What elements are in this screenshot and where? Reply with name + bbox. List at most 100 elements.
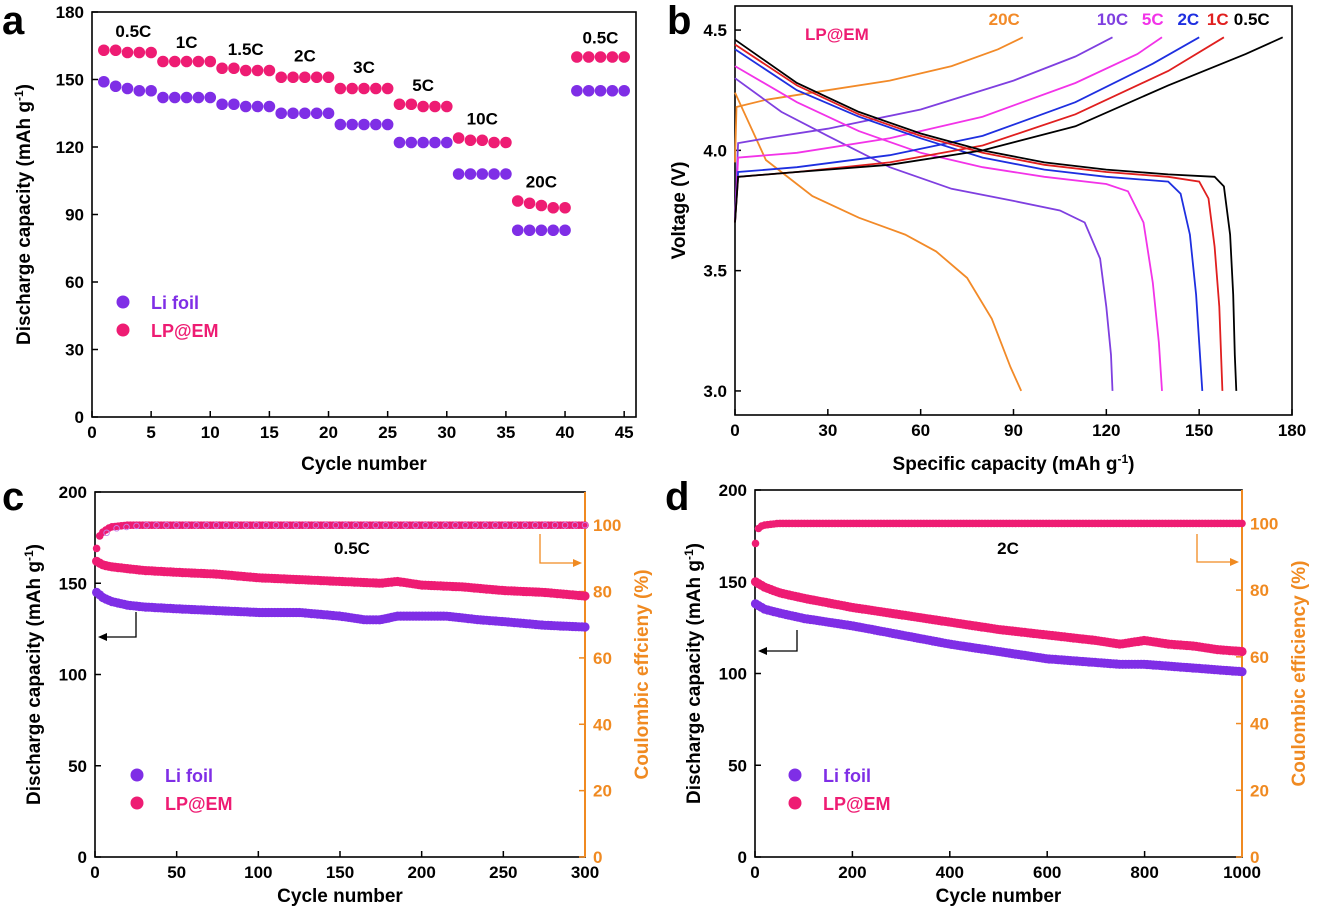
data-point-lp-em <box>523 197 536 210</box>
x-tick-label: 200 <box>407 863 435 882</box>
ce-point <box>392 521 399 529</box>
ce-point <box>432 521 439 529</box>
y-tick-label: 180 <box>56 3 84 22</box>
rate-label: 0.5C <box>334 539 370 558</box>
data-point-li-foil <box>405 136 418 149</box>
ce-point <box>342 521 350 529</box>
x-tick-label: 100 <box>244 863 272 882</box>
ce-point <box>352 521 360 529</box>
x-tick-label: 0 <box>90 863 99 882</box>
x-tick-label: 1000 <box>1223 863 1261 882</box>
y-tick-label: 100 <box>59 666 87 685</box>
data-point-li-foil <box>500 168 512 180</box>
legend-marker <box>788 768 802 782</box>
ce-point <box>372 521 379 529</box>
data-point-li-foil <box>180 91 193 104</box>
data-point-lp-em <box>98 44 110 57</box>
data-point-li-foil <box>322 107 335 120</box>
x-tick-label: 0 <box>730 421 739 440</box>
data-point-lp-em <box>180 55 193 68</box>
ce-point <box>242 521 250 529</box>
ce-point <box>173 521 180 529</box>
curve-label: 10C <box>1097 10 1128 29</box>
panel-letter-a: a <box>2 0 25 43</box>
x-axis-title: Cycle number <box>277 886 403 907</box>
x-tick-label: 400 <box>936 863 964 882</box>
ce-point <box>452 521 459 529</box>
y2-tick-label: 100 <box>593 516 621 535</box>
data-point-li-foil <box>216 98 228 111</box>
y-axis-title: Coulombic efficiency (%) <box>1289 561 1310 787</box>
data-point-lp-em <box>464 134 477 147</box>
x-tick-label: 40 <box>556 423 575 442</box>
capacity-point-lp-em <box>1237 646 1247 657</box>
rate-label: 0.5C <box>583 29 619 48</box>
data-point-lp-em <box>157 55 169 68</box>
y-tick-label: 0 <box>78 848 87 867</box>
left-axis-arrow <box>100 612 137 638</box>
y-tick-label: 100 <box>719 665 747 684</box>
x-tick-label: 200 <box>838 863 866 882</box>
ce-point <box>302 521 310 529</box>
curve-5C-discharge <box>734 65 1163 391</box>
ce-point <box>541 521 549 529</box>
rate-label: 20C <box>526 173 557 192</box>
y-tick-label: 150 <box>56 71 84 90</box>
data-point-lp-em <box>429 100 441 113</box>
data-point-lp-em <box>405 98 418 111</box>
data-point-lp-em <box>535 199 548 212</box>
data-point-lp-em <box>452 132 465 144</box>
data-point-li-foil <box>204 91 217 104</box>
data-point-lp-em <box>417 100 429 113</box>
ce-point <box>561 521 569 529</box>
ce-point <box>751 539 760 548</box>
data-point-li-foil <box>606 84 619 97</box>
capacity-point-lp-em <box>580 591 590 601</box>
x-tick-label: 30 <box>437 423 456 442</box>
chart-b: 0 30 60 90 120 150 180 3.0 3.5 4.0 4.5 Specific cap… <box>669 5 1306 475</box>
curve-10C-charge <box>734 36 1113 218</box>
annotation-label: LP@EM <box>805 25 869 44</box>
data-point-li-foil <box>582 84 595 97</box>
x-tick-label: 800 <box>1130 863 1158 882</box>
data-point-li-foil <box>168 91 181 104</box>
data-point-lp-em <box>381 82 394 95</box>
data-point-lp-em <box>571 51 583 63</box>
x-tick-label: 300 <box>571 863 599 882</box>
right-axis-arrow <box>539 534 580 564</box>
ce-point <box>521 521 529 529</box>
data-point-li-foil <box>109 80 122 93</box>
ce-point <box>402 521 409 529</box>
data-point-lp-em <box>263 64 276 77</box>
ce-point <box>412 521 419 529</box>
data-point-li-foil <box>393 136 406 149</box>
ce-point <box>113 525 120 532</box>
data-point-lp-em <box>299 71 311 84</box>
data-point-lp-em <box>287 71 299 84</box>
ce-point <box>502 521 509 529</box>
panel-letter-b: b <box>667 0 691 43</box>
x-tick-label: 600 <box>1033 863 1061 882</box>
data-point-li-foil <box>547 224 560 237</box>
ce-point <box>312 521 320 529</box>
data-point-li-foil <box>287 107 299 120</box>
data-point-li-foil <box>381 118 394 131</box>
ce-point <box>103 529 110 537</box>
y-tick-label: 30 <box>65 341 84 360</box>
data-point-lp-em <box>606 51 619 63</box>
rate-label: 0.5C <box>115 22 151 41</box>
x-tick-label: 180 <box>1278 421 1306 440</box>
data-point-lp-em <box>440 100 453 113</box>
rate-label: 3C <box>353 58 375 77</box>
ce-point <box>362 521 369 529</box>
curve-20C-charge <box>734 36 1024 163</box>
y-axis-title: Discharge capacity (mAh g-1) <box>12 84 35 345</box>
x-tick-label: 45 <box>615 423 634 442</box>
data-point-lp-em <box>393 98 406 111</box>
y-axis-title: Discharge capacity (mAh g-1) <box>682 543 705 804</box>
y2-tick-label: 80 <box>593 583 612 602</box>
data-point-lp-em <box>582 51 595 63</box>
ce-point <box>581 521 589 529</box>
y-tick-label: 3.0 <box>703 382 727 401</box>
data-point-li-foil <box>370 118 382 131</box>
